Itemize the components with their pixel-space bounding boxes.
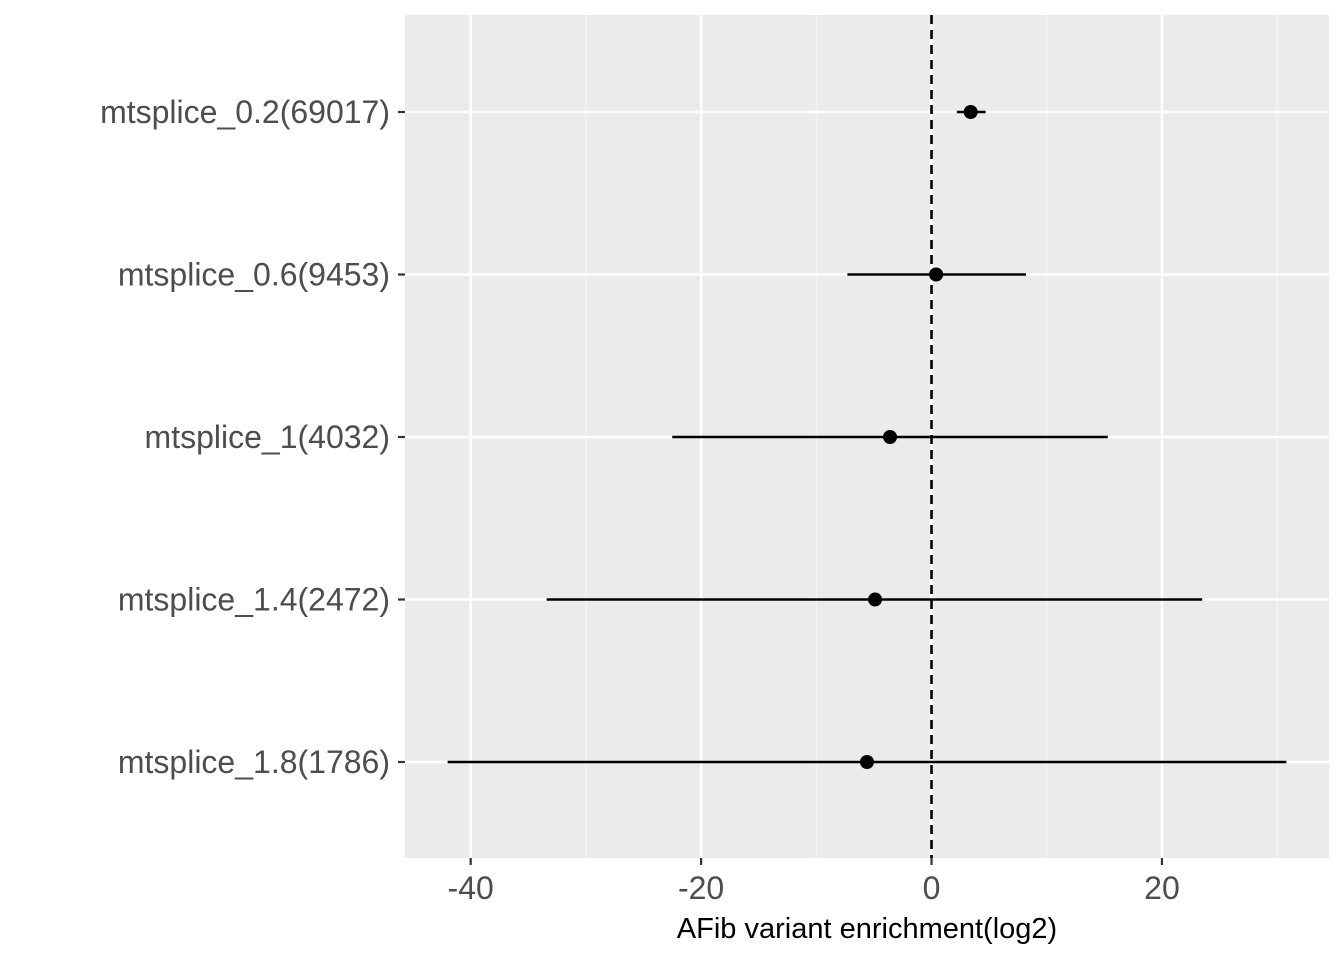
data-point — [860, 755, 874, 769]
y-tick-label: mtsplice_1.8(1786) — [118, 744, 390, 780]
y-tick-label: mtsplice_1(4032) — [145, 419, 390, 455]
data-point — [929, 267, 944, 282]
y-axis: mtsplice_0.2(69017) mtsplice_0.6(9453)mts… — [100, 94, 405, 780]
data-point — [868, 592, 883, 607]
y-tick-label: mtsplice_0.6(9453) — [118, 257, 390, 293]
x-tick-label: 20 — [1144, 870, 1180, 906]
y-tick-label: mtsplice_0.2(69017) — [100, 94, 390, 130]
x-axis-title: AFib variant enrichment(log2) — [677, 913, 1057, 945]
data-point — [883, 430, 898, 444]
x-tick-label: 0 — [923, 870, 941, 906]
x-tick-label: -40 — [448, 870, 494, 906]
data-points — [860, 105, 978, 769]
data-point — [963, 105, 978, 119]
x-axis: -40 -20 0 20 — [448, 858, 1180, 906]
x-tick-label: -20 — [678, 870, 724, 906]
y-tick-label: mtsplice_1.4(2472) — [118, 582, 390, 618]
